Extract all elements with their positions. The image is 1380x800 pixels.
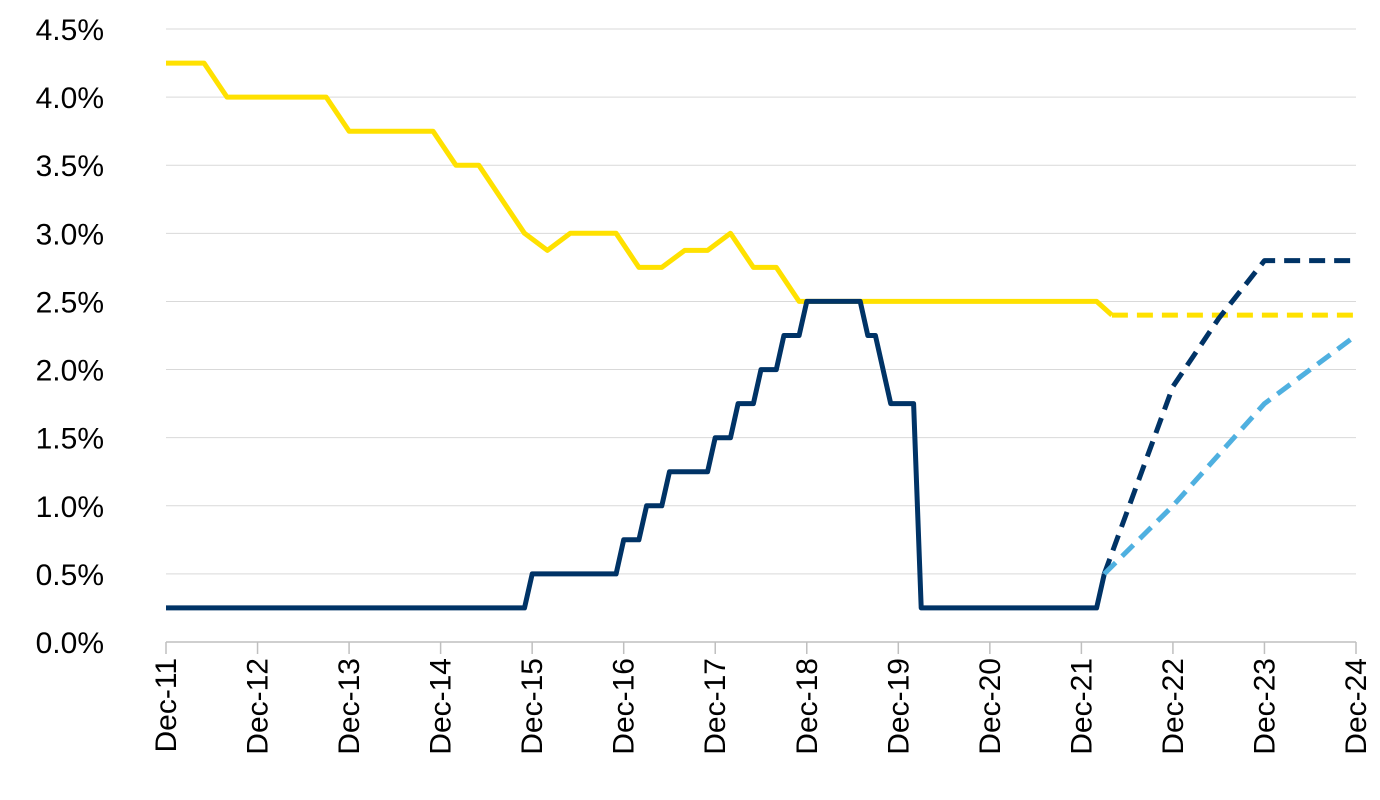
x-tick-label: Dec-13 [333,658,366,755]
y-tick-label: 1.5% [36,423,104,456]
y-tick-label: 0.0% [36,627,104,660]
series-line-4-dashed [1101,258,1356,575]
x-tick-label: Dec-11 [150,658,183,752]
y-tick-label: 0.5% [36,559,104,592]
x-tick-label: Dec-12 [242,658,275,755]
x-tick-label: Dec-21 [1065,658,1098,755]
series-line-1 [166,60,1114,317]
y-tick-label: 4.5% [36,14,104,47]
x-tick-label: Dec-23 [1248,658,1281,755]
x-tick-labels: Dec-11 Dec-12 Dec-13 Dec-14 Dec-15 Dec-16 Dec-… [150,658,1373,755]
x-tick-label: Dec-24 [1340,658,1373,755]
x-tick-label: Dec-19 [882,658,915,755]
x-tick-label: Dec-16 [608,658,641,755]
y-tick-label: 1.0% [36,491,104,524]
y-tick-label: 3.0% [36,218,104,251]
y-tick-label: 3.5% [36,150,104,183]
x-tick-label: Dec-20 [974,658,1007,755]
series-line-3 [166,298,1107,611]
y-tick-label: 2.0% [36,355,104,388]
x-tick-label: Dec-15 [516,658,549,755]
y-tick-label: 4.0% [36,82,104,115]
y-tick-labels: 0.0% 0.5% 1.0% 1.5% 2.0% 2.5% 3.0% 3.5% 4.0% 4.5% [36,14,104,660]
x-tick-label: Dec-18 [791,658,824,755]
series-lines [166,60,1358,611]
series-line-5-dashed [1102,333,1358,576]
x-tick-label: Dec-14 [425,658,458,755]
x-tick-label: Dec-17 [699,658,732,755]
gridlines [166,28,1356,575]
x-tick-label: Dec-22 [1157,658,1190,755]
axes [165,641,1357,654]
y-tick-label: 2.5% [36,286,104,319]
